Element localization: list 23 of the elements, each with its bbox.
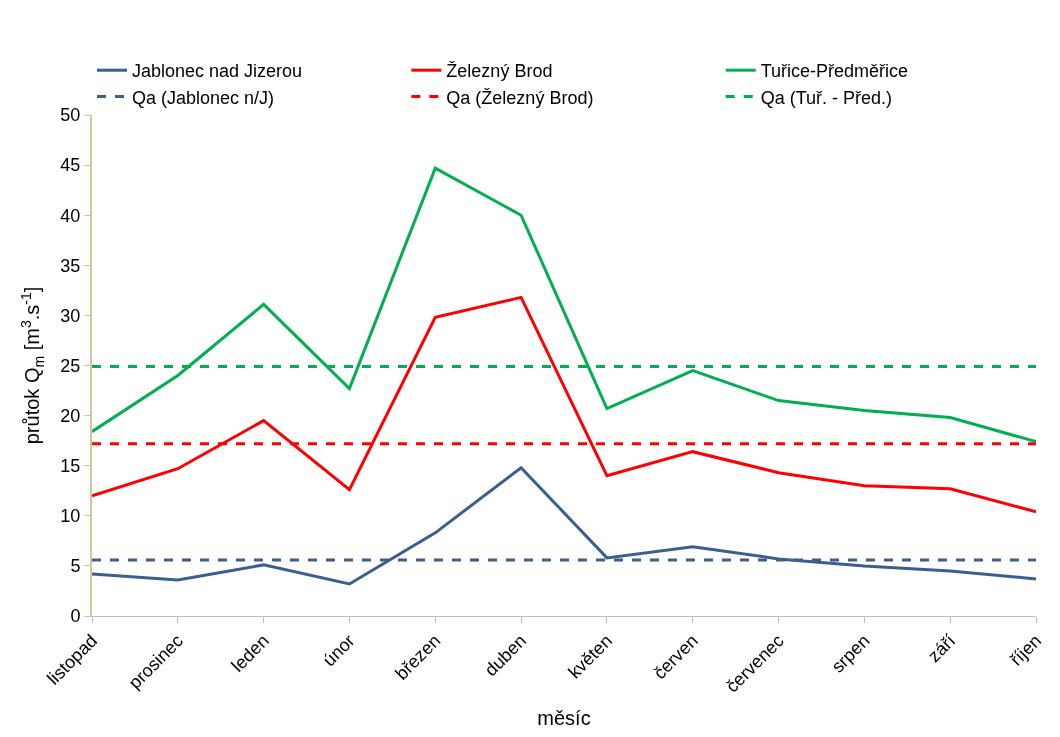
x-tick-label: říjen [1006,630,1046,670]
legend-label: Jablonec nad Jizerou [132,61,303,82]
legend-label: Železný Brod [446,61,553,82]
y-tick-label: 20 [60,405,81,426]
legend-label: Qa (Železný Brod) [446,87,594,108]
y-tick-label: 0 [70,606,81,627]
x-axis-title: měsíc [537,706,591,729]
legend-label: Qa (Jablonec n/J) [132,87,275,108]
y-tick-label: 35 [60,255,81,276]
legend-label: Tuřice-Předměřice [760,61,909,82]
y-tick-label: 40 [60,205,81,226]
line-series [92,295,1036,514]
y-tick-label: 30 [60,305,81,326]
y-tick-label: 15 [60,456,81,476]
y-tick-label: 5 [70,556,81,577]
y-tick-label: 45 [60,155,81,176]
x-tick-label: září [924,630,960,667]
legend-label: Qa (Tuř. - Před.) [760,87,893,108]
y-tick-label: 10 [60,506,81,527]
y-tick-label: 50 [60,105,81,126]
line-series [92,166,1036,444]
line-series [92,466,1036,586]
y-tick-label: 25 [60,355,81,376]
